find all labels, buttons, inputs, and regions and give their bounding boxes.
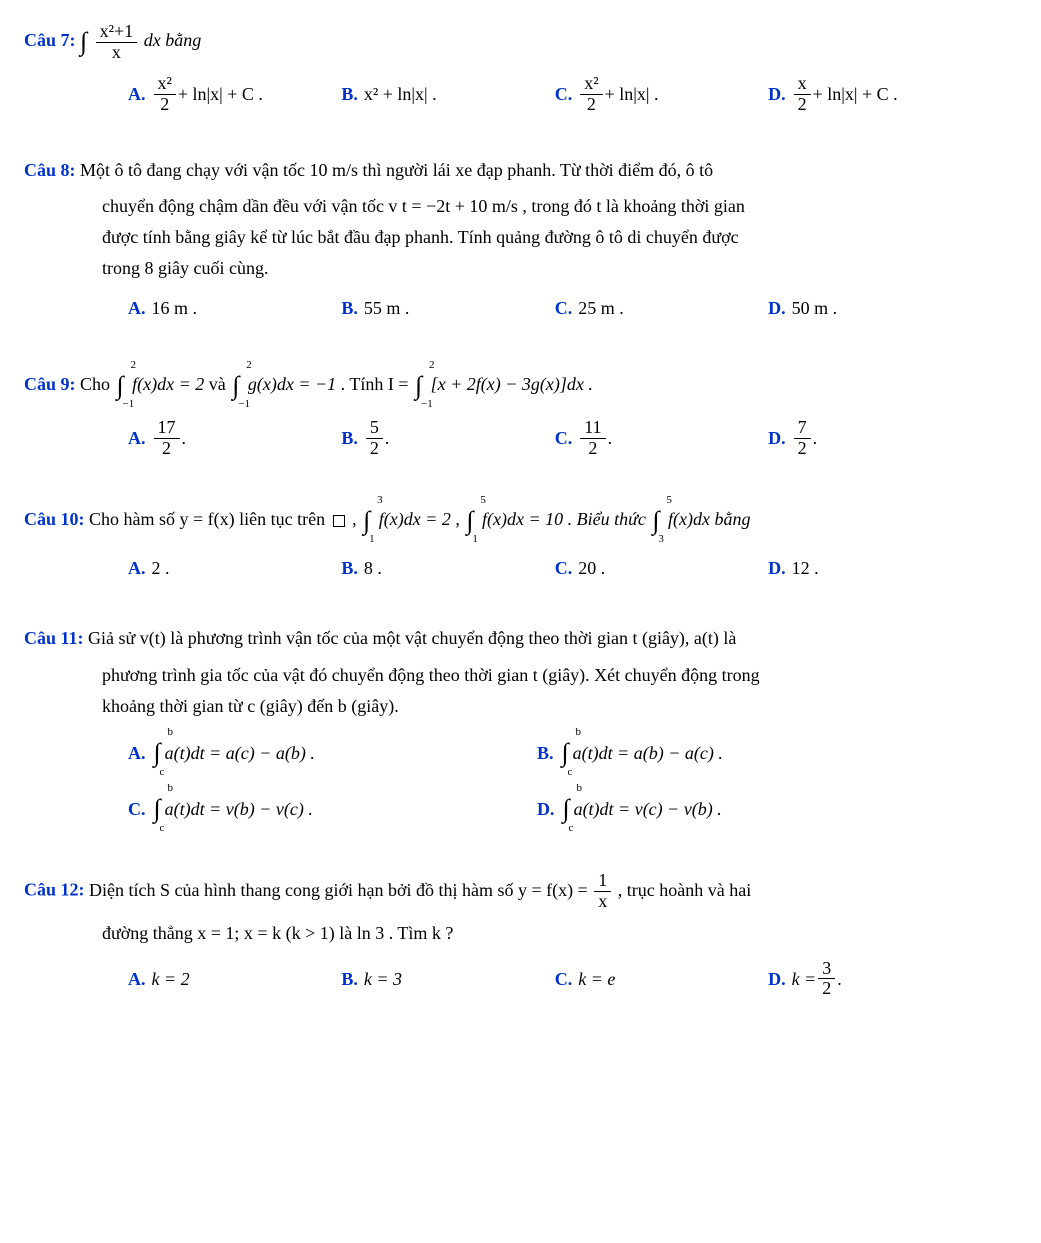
q11-option-c: C. ∫bc a(t)dt = v(b) − v(c) . (128, 787, 537, 831)
question-8: Câu 8: Một ô tô đang chạy với vận tốc 10… (24, 155, 1017, 336)
question-12: Câu 12: Diện tích S của hình thang cong … (24, 871, 1017, 1011)
q11-option-b: B. ∫bc a(t)dt = a(b) − a(c) . (537, 731, 946, 775)
integral-icon: ∫ (80, 20, 87, 64)
question-9: Câu 9: Cho ∫2−1 f(x)dx = 2 và ∫2−1 g(x)d… (24, 364, 1017, 471)
q9-label: Câu 9: (24, 374, 76, 394)
q10-option-c: C.20 . (555, 553, 768, 584)
q12-option-a: A.k = 2 (128, 964, 341, 995)
q8-option-b: B.55 m . (341, 293, 554, 324)
q8-option-c: C.25 m . (555, 293, 768, 324)
integral-icon: ∫bc (154, 787, 163, 831)
integral-icon: ∫2−1 (117, 364, 126, 408)
q9-option-a: A.172. (128, 418, 341, 459)
q12-line1: Diện tích S của hình thang cong giới hạn… (89, 880, 751, 900)
q12-label: Câu 12: (24, 880, 85, 900)
q11-option-d: D. ∫bc a(t)dt = v(c) − v(b) . (537, 787, 946, 831)
integral-icon: ∫2−1 (232, 364, 241, 408)
q11-line1: Giả sử v(t) là phương trình vận tốc của … (88, 628, 736, 648)
integral-icon: ∫31 (363, 499, 372, 543)
q7-options: A. x²2 + ln|x| + C . B. x² + ln|x| . C. … (128, 74, 1017, 127)
q10-option-d: D.12 . (768, 553, 981, 584)
q11-option-a: A. ∫bc a(t)dt = a(c) − a(b) . (128, 731, 537, 775)
q10-option-b: B.8 . (341, 553, 554, 584)
q11-body: phương trình gia tốc của vật đó chuyển đ… (102, 660, 1017, 721)
q12-option-b: B.k = 3 (341, 964, 554, 995)
q9-option-d: D.72. (768, 418, 981, 459)
q8-options: A.16 m . B.55 m . C.25 m . D.50 m . (128, 293, 1017, 336)
question-10: Câu 10: Cho hàm số y = f(x) liên tục trê… (24, 499, 1017, 596)
q12-option-d: D. k = 32 . (768, 959, 981, 1000)
q9-option-b: B.52. (341, 418, 554, 459)
integral-icon: ∫53 (652, 499, 661, 543)
integral-icon: ∫2−1 (415, 364, 424, 408)
q9-option-c: C.112. (555, 418, 768, 459)
q8-body: chuyển động chậm dần đều với vận tốc v t… (102, 191, 1017, 283)
q7-label: Câu 7: (24, 30, 76, 50)
q10-options: A.2 . B.8 . C.20 . D.12 . (128, 553, 1017, 596)
q9-stem: Cho ∫2−1 f(x)dx = 2 và ∫2−1 g(x)dx = −1 … (80, 374, 593, 394)
question-11: Câu 11: Giả sử v(t) là phương trình vận … (24, 623, 1017, 843)
integral-icon: ∫bc (154, 731, 163, 775)
q8-option-d: D.50 m . (768, 293, 981, 324)
q10-stem: Cho hàm số y = f(x) liên tục trên , ∫31 … (89, 509, 751, 529)
square-icon (333, 515, 345, 527)
integral-icon: ∫bc (561, 731, 570, 775)
q11-label: Câu 11: (24, 628, 84, 648)
q12-option-c: C.k = e (555, 964, 768, 995)
q7-option-b: B. x² + ln|x| . (341, 79, 554, 110)
integral-icon: ∫51 (466, 499, 475, 543)
q12-options: A.k = 2 B.k = 3 C.k = e D. k = 32 . (128, 959, 1017, 1012)
q7-stem: ∫ x²+1 x dx bằng (80, 30, 201, 50)
q10-label: Câu 10: (24, 509, 85, 529)
q8-option-a: A.16 m . (128, 293, 341, 324)
integral-icon: ∫bc (562, 787, 571, 831)
question-7: Câu 7: ∫ x²+1 x dx bằng A. x²2 + ln|x| +… (24, 20, 1017, 127)
q10-option-a: A.2 . (128, 553, 341, 584)
q11-options: A. ∫bc a(t)dt = a(c) − a(b) . B. ∫bc a(t… (128, 731, 1017, 843)
q8-label: Câu 8: (24, 160, 76, 180)
q7-option-a: A. x²2 + ln|x| + C . (128, 74, 341, 115)
q8-line1: Một ô tô đang chạy với vận tốc 10 m/s th… (80, 160, 713, 180)
q9-options: A.172. B.52. C.112. D.72. (128, 418, 1017, 471)
q7-option-d: D. x2 + ln|x| + C . (768, 74, 981, 115)
q7-option-c: C. x²2 + ln|x| . (555, 74, 768, 115)
q7-stem-frac: x²+1 x (96, 22, 138, 63)
q12-body: đường thẳng x = 1; x = k (k > 1) là ln 3… (102, 918, 1017, 949)
